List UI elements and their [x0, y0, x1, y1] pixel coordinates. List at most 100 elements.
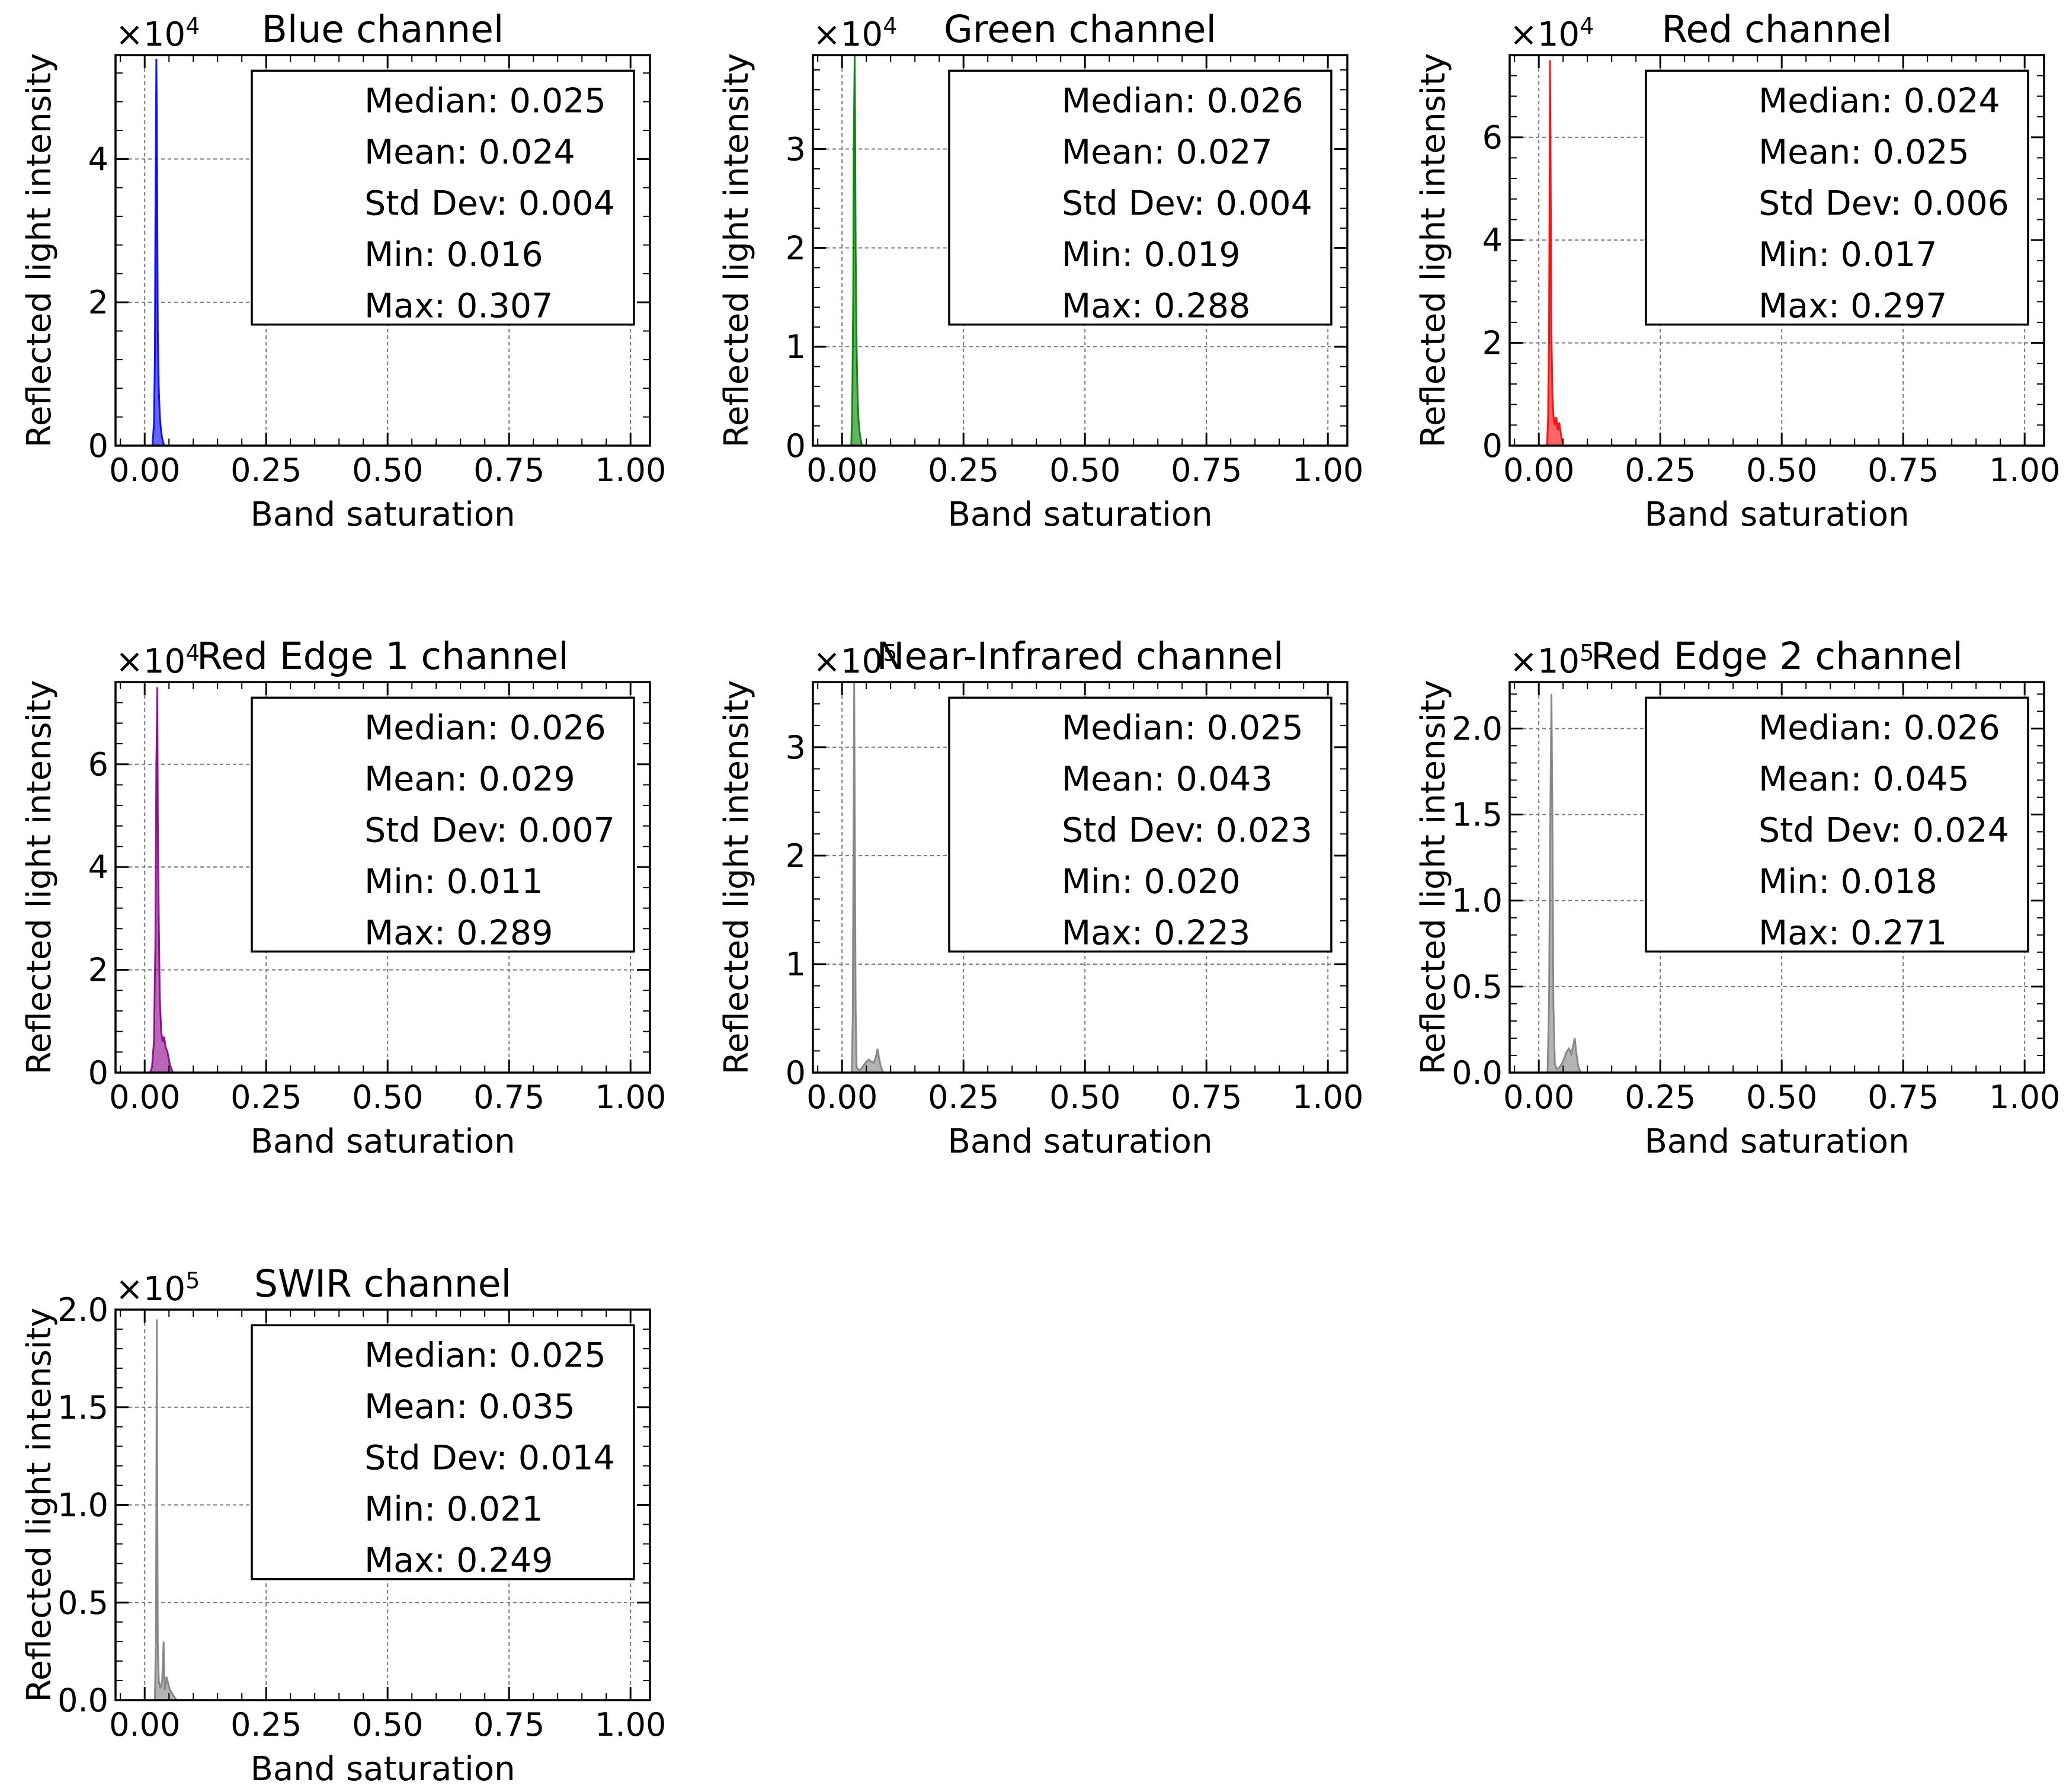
- x-tick-label: 0.25: [230, 1079, 302, 1116]
- x-tick-label: 0.25: [928, 1079, 999, 1116]
- y-tick-label: 4: [88, 849, 108, 886]
- x-tick-label: 0.00: [109, 452, 180, 489]
- stats-line: Std Dev: 0.007: [364, 811, 615, 850]
- x-axis-label: Band saturation: [1644, 495, 1909, 534]
- y-axis-label: Reflected light intensity: [20, 680, 59, 1075]
- x-tick-label: 1.00: [1989, 452, 2060, 489]
- x-axis-label: Band saturation: [947, 495, 1212, 534]
- y-scale-factor: ×104: [813, 13, 897, 54]
- panel-title: Red Edge 1 channel: [197, 635, 569, 678]
- stats-line: Mean: 0.029: [364, 760, 575, 799]
- x-axis-label: Band saturation: [250, 1122, 515, 1161]
- x-tick-label: 0.00: [806, 1079, 877, 1116]
- histogram-line: [1546, 694, 1582, 1073]
- x-tick-label: 0.25: [1625, 452, 1696, 489]
- stats-line: Std Dev: 0.024: [1758, 811, 2009, 850]
- y-axis-label: Reflected light intensity: [20, 53, 59, 448]
- y-tick-label: 4: [1482, 222, 1503, 259]
- y-tick-label: 6: [88, 746, 108, 783]
- x-tick-label: 0.75: [1171, 1079, 1242, 1116]
- stats-line: Median: 0.026: [364, 708, 606, 747]
- y-scale-factor: ×105: [813, 640, 897, 681]
- stats-line: Min: 0.018: [1758, 862, 1937, 901]
- histogram-area: [1547, 694, 1581, 1073]
- x-tick-label: 0.25: [230, 452, 302, 489]
- stats-line: Min: 0.017: [1758, 235, 1937, 274]
- y-tick-label: 2.0: [1452, 710, 1503, 747]
- stats-line: Max: 0.288: [1062, 286, 1250, 325]
- panel-title: Red channel: [1661, 8, 1892, 51]
- y-scale-factor: ×104: [1510, 13, 1594, 54]
- x-axis-label: Band saturation: [250, 1750, 515, 1788]
- histogram-line: [851, 681, 885, 1073]
- axes-frame: [1508, 681, 2045, 1074]
- histogram-panel: 0.00 0.25 0.50 0.75 1.000.00.51.01.52.0×105R…: [1414, 635, 2060, 1161]
- histogram-panel: 0.00 0.25 0.50 0.75 1.00 0 1 2 3 ×104 Green channe…: [718, 8, 1363, 534]
- x-tick-label: 0.50: [1746, 1079, 1817, 1116]
- y-tick-label: 3: [786, 729, 806, 766]
- x-axis-label: Band saturation: [947, 1122, 1212, 1161]
- y-tick-label: 3: [786, 130, 806, 168]
- x-tick-label: 0.50: [352, 452, 423, 489]
- x-tick-label: 0.00: [109, 1706, 180, 1743]
- stats-line: Median: 0.024: [1758, 81, 2000, 120]
- x-tick-label: 1.00: [595, 1706, 666, 1743]
- x-tick-label: 0.75: [473, 1706, 544, 1743]
- stats-line: Median: 0.026: [1062, 81, 1303, 120]
- x-tick-label: 0.75: [1868, 1079, 1939, 1116]
- stats-line: Mean: 0.045: [1758, 760, 1969, 799]
- y-tick-label: 6: [1482, 119, 1503, 156]
- stats-box: [251, 1324, 635, 1580]
- stats-box: [251, 69, 635, 326]
- stats-line: Mean: 0.025: [1758, 133, 1969, 172]
- y-scale-factor: ×105: [1510, 640, 1594, 681]
- y-tick-label: 1.0: [57, 1487, 108, 1524]
- stats-line: Max: 0.307: [364, 286, 553, 325]
- x-tick-label: 0.25: [1625, 1079, 1696, 1116]
- axes-frame: [114, 54, 651, 447]
- panel-title: Green channel: [944, 8, 1216, 51]
- y-axis-label: Reflected light intensity: [1414, 680, 1453, 1075]
- x-tick-label: 0.25: [230, 1706, 302, 1743]
- histogram-line: [149, 687, 174, 1073]
- axes-frame: [1508, 54, 2045, 447]
- stats-line: Max: 0.271: [1758, 913, 1947, 952]
- x-axis-label: Band saturation: [1644, 1122, 1909, 1161]
- y-tick-label: 0: [88, 1054, 108, 1092]
- y-scale-factor: ×104: [116, 640, 200, 681]
- x-axis-label: Band saturation: [250, 495, 515, 534]
- stats-line: Mean: 0.027: [1062, 133, 1273, 172]
- histogram-area: [155, 1319, 177, 1700]
- histogram-panel: 0.00 0.25 0.50 0.75 1.00 0 2 4 6 ×104 Red channel B…: [1414, 8, 2060, 534]
- axes-frame: [812, 54, 1348, 447]
- x-tick-label: 0.00: [806, 452, 877, 489]
- x-tick-label: 0.50: [352, 1079, 423, 1116]
- panel-title: Red Edge 2 channel: [1591, 635, 1963, 678]
- stats-line: Max: 0.297: [1758, 286, 1947, 325]
- stats-line: Min: 0.011: [364, 862, 543, 901]
- histogram-panel: 0.00 0.25 0.50 0.75 1.00 0 1 2 3 ×105Near-Infrare…: [718, 635, 1363, 1161]
- y-tick-label: 0.5: [1452, 968, 1503, 1006]
- stats-line: Min: 0.020: [1062, 862, 1241, 901]
- x-tick-label: 1.00: [1292, 452, 1363, 489]
- histogram-line: [1546, 60, 1564, 446]
- y-tick-label: 2: [1482, 325, 1503, 362]
- stats-line: Std Dev: 0.006: [1758, 184, 2009, 223]
- y-tick-label: 0.5: [57, 1584, 108, 1621]
- y-tick-label: 2.0: [57, 1291, 108, 1329]
- x-tick-label: 0.75: [473, 1079, 544, 1116]
- histogram-panel: 0.00 0.25 0.50 0.75 1.00 0 2 4 ×104 Blue channel B…: [20, 8, 666, 534]
- x-tick-label: 0.50: [1049, 452, 1120, 489]
- stats-line: Max: 0.289: [364, 913, 553, 952]
- stats-line: Median: 0.025: [364, 1336, 606, 1375]
- stats-box: [948, 69, 1333, 326]
- x-tick-label: 0.00: [109, 1079, 180, 1116]
- stats-line: Mean: 0.024: [364, 133, 575, 172]
- y-axis-label: Reflected light intensity: [1414, 53, 1453, 448]
- y-tick-label: 2: [786, 229, 806, 267]
- x-tick-label: 0.50: [1049, 1079, 1120, 1116]
- x-tick-label: 1.00: [595, 452, 666, 489]
- y-tick-label: 0: [786, 1054, 806, 1092]
